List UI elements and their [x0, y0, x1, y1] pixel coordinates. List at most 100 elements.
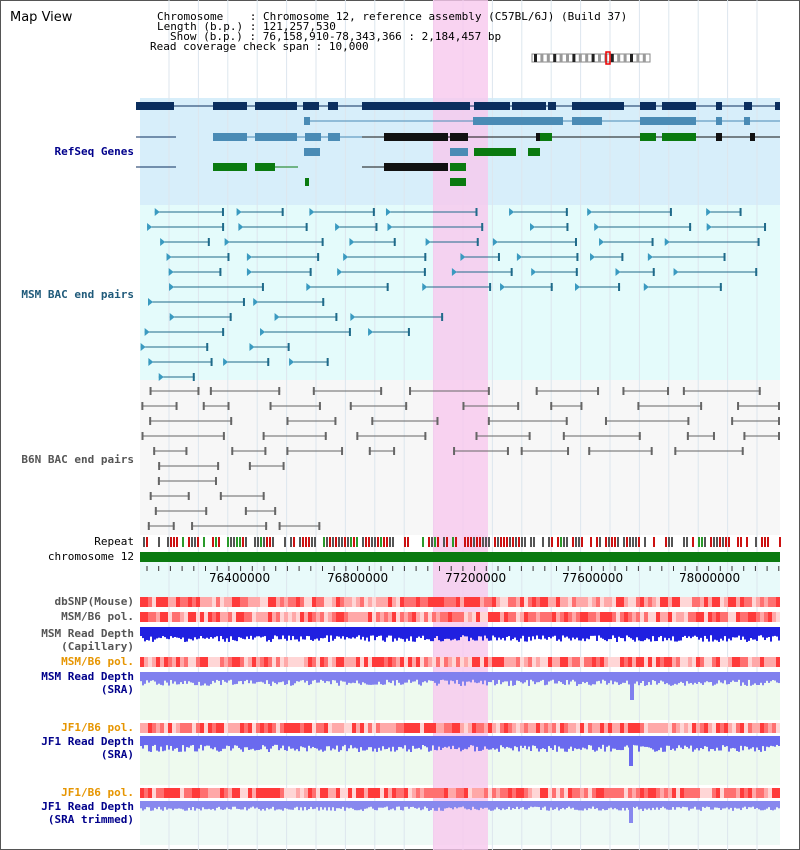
- track-label-msm-b6-pol[interactable]: MSM/B6 pol.: [61, 610, 134, 623]
- depth-bar: [276, 801, 278, 810]
- heat-cell: [476, 612, 480, 622]
- depth-bar: [590, 736, 592, 746]
- heat-cell: [152, 788, 156, 798]
- depth-bar: [214, 627, 216, 638]
- axis-tick-label: 77200000: [445, 571, 507, 585]
- depth-bar: [190, 801, 192, 811]
- depth-bar: [622, 736, 624, 751]
- heat-cell: [408, 612, 412, 622]
- depth-bar: [736, 672, 738, 682]
- heat-cell: [428, 597, 432, 607]
- depth-bar: [482, 672, 484, 685]
- heat-cell: [756, 612, 760, 622]
- bac-end-marker: [209, 387, 212, 395]
- depth-bar: [758, 672, 760, 685]
- depth-bar: [718, 801, 720, 809]
- track-label-jf1-b6-pol-2[interactable]: JF1/B6 pol.: [61, 786, 134, 799]
- track-label-jf1-depth-sra-1[interactable]: JF1 Read Depth: [41, 735, 134, 748]
- depth-bar: [582, 627, 584, 639]
- heat-cell: [676, 597, 680, 607]
- depth-bar: [580, 627, 582, 641]
- depth-bar: [566, 736, 568, 752]
- heat-cell: [768, 597, 772, 607]
- depth-bar: [370, 627, 372, 636]
- ideogram-band: [617, 54, 621, 62]
- track-label-repeat[interactable]: Repeat: [94, 535, 134, 548]
- depth-bar: [394, 672, 396, 686]
- bac-end-marker: [475, 432, 478, 440]
- heat-cell: [492, 723, 496, 733]
- depth-bar: [616, 736, 618, 750]
- depth-bar: [458, 627, 460, 641]
- heat-cell: [592, 597, 596, 607]
- heat-cell: [560, 723, 564, 733]
- track-label-dbsnp[interactable]: dbSNP(Mouse): [54, 595, 134, 608]
- heat-cell: [424, 612, 428, 622]
- track-label-msm-depth-sra-1[interactable]: MSM Read Depth: [41, 670, 134, 683]
- depth-bar: [584, 801, 586, 809]
- heat-cell: [144, 657, 148, 667]
- depth-bar: [584, 627, 586, 642]
- repeat-mark: [299, 537, 301, 547]
- depth-bar: [504, 736, 506, 749]
- depth-bar: [498, 736, 500, 752]
- depth-bar: [420, 627, 422, 639]
- depth-bar: [738, 736, 740, 752]
- show-label: Show (b.p.): [170, 30, 243, 43]
- track-label-msm-depth-cap-2[interactable]: (Capillary): [61, 640, 134, 653]
- heat-cell: [708, 612, 712, 622]
- gene-exon: [328, 133, 340, 141]
- heat-cell: [424, 657, 428, 667]
- depth-bar: [766, 736, 768, 747]
- heat-cell: [208, 612, 212, 622]
- track-label-msm-depth-cap-1[interactable]: MSM Read Depth: [41, 627, 134, 640]
- bac-end-marker: [309, 268, 312, 276]
- depth-bar: [204, 736, 206, 747]
- depth-bar: [402, 736, 404, 749]
- depth-bar: [342, 672, 344, 682]
- depth-bar: [648, 672, 650, 683]
- heat-cell: [336, 657, 340, 667]
- ideogram-band: [572, 54, 576, 62]
- heat-cell: [368, 723, 372, 733]
- heat-cell: [540, 612, 544, 622]
- heat-cell: [288, 657, 292, 667]
- depth-bar: [566, 672, 568, 680]
- depth-bar: [656, 736, 658, 752]
- bac-end-marker: [385, 208, 391, 216]
- track-label-jf1-b6-pol[interactable]: JF1/B6 pol.: [61, 721, 134, 734]
- depth-bar: [222, 736, 224, 749]
- track-label-msm-b6-pol-2[interactable]: MSM/B6 pol.: [61, 655, 134, 668]
- heat-cell: [308, 657, 312, 667]
- depth-bar: [510, 801, 512, 810]
- track-label-refseq[interactable]: RefSeq Genes: [54, 145, 134, 158]
- depth-bar: [306, 736, 308, 752]
- depth-bar: [362, 736, 364, 751]
- track-label-jf1-depth-sra-2[interactable]: (SRA): [100, 748, 134, 761]
- bac-end-marker: [305, 223, 308, 231]
- track-label-msm-bac[interactable]: MSM BAC end pairs: [21, 288, 134, 301]
- heat-cell: [232, 612, 236, 622]
- bac-end-marker: [687, 417, 690, 425]
- depth-bar: [696, 627, 698, 637]
- heat-cell: [472, 597, 476, 607]
- track-label-msm-depth-sra-2[interactable]: (SRA): [100, 683, 134, 696]
- bac-end-marker: [621, 253, 624, 261]
- track-label-b6n-bac[interactable]: B6N BAC end pairs: [21, 453, 134, 466]
- track-label-chromosome[interactable]: chromosome 12: [47, 550, 134, 563]
- depth-bar: [648, 627, 650, 640]
- depth-bar: [470, 627, 472, 638]
- heat-cell: [160, 597, 164, 607]
- heat-cell: [208, 723, 212, 733]
- depth-bar: [422, 627, 424, 636]
- track-label-jf1-depth-trim-2[interactable]: (SRA trimmed): [47, 813, 134, 826]
- track-label-jf1-depth-trim-1[interactable]: JF1 Read Depth: [41, 800, 134, 813]
- depth-bar: [522, 627, 524, 636]
- heat-cell: [504, 657, 508, 667]
- depth-bar: [518, 672, 520, 681]
- depth-bar: [334, 801, 336, 811]
- repeat-mark: [362, 537, 364, 547]
- depth-bar: [732, 627, 734, 638]
- depth-bar: [658, 736, 660, 751]
